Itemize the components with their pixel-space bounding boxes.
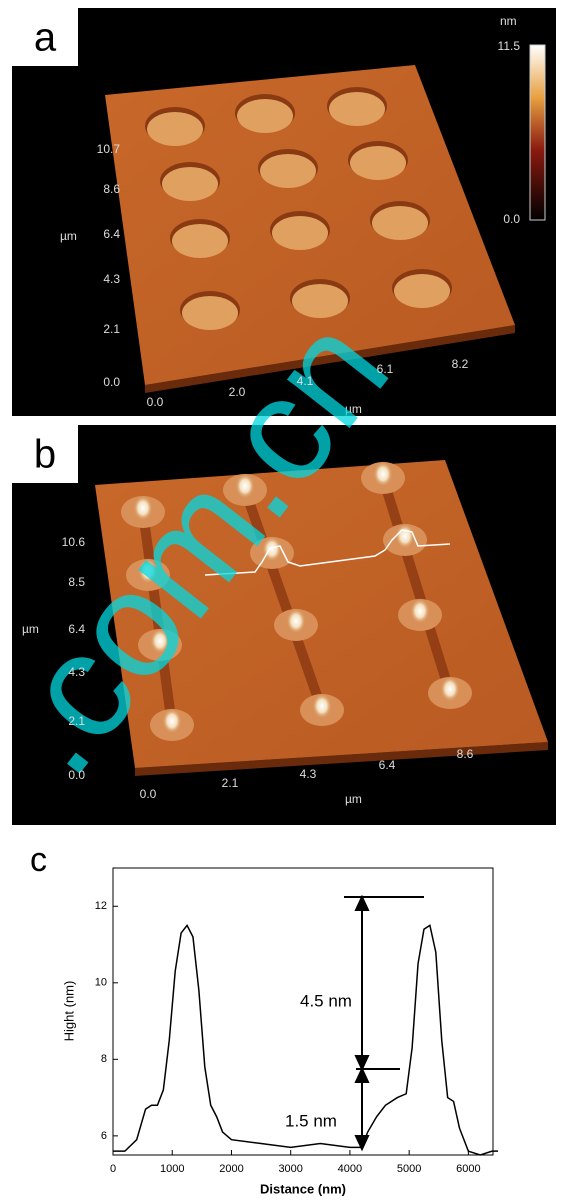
panel-label: b — [34, 433, 56, 477]
dot — [260, 154, 316, 188]
dot — [329, 92, 385, 126]
x-tick-label: 8.6 — [457, 747, 474, 761]
x-tick-label: 2000 — [219, 1163, 243, 1175]
panel-label: c — [30, 841, 47, 879]
x-tick-label: 5000 — [397, 1163, 421, 1175]
y-axis-title: Hight (nm) — [61, 981, 76, 1042]
dot — [394, 274, 450, 308]
x-tick-label: 4.1 — [297, 374, 314, 388]
x-tick-label: 2.0 — [229, 385, 246, 399]
x-tick-label: 6.1 — [377, 362, 394, 376]
dot — [162, 167, 218, 201]
y-tick-label: 2.1 — [68, 714, 85, 728]
dot — [147, 112, 203, 146]
y-tick-label: 10.6 — [62, 535, 86, 549]
annotation: 1.5 nm — [285, 1111, 337, 1130]
y-unit: µm — [60, 229, 77, 243]
colorbar-unit: nm — [500, 14, 517, 28]
peak — [395, 523, 415, 549]
y-tick-label: 8.6 — [103, 182, 120, 196]
x-tick-label: 0.0 — [140, 787, 157, 801]
peak — [286, 608, 306, 634]
x-axis-title: Distance (nm) — [260, 1181, 346, 1196]
x-tick-label: 4.3 — [300, 767, 317, 781]
dot — [182, 296, 238, 330]
figure: a nm 11.5 0.0 µm µm b µm µm .com.cn c 01… — [0, 0, 564, 1197]
dot — [237, 99, 293, 133]
peak — [312, 693, 332, 719]
y-tick-label: 4.3 — [68, 665, 85, 679]
x-tick-label: 6000 — [456, 1163, 480, 1175]
x-tick-label: 8.2 — [452, 357, 469, 371]
colorbar — [530, 45, 545, 220]
peak — [373, 461, 393, 487]
x-tick-label: 6.4 — [379, 758, 396, 772]
y-tick-label: 10 — [95, 977, 107, 989]
colorbar-min: 0.0 — [503, 212, 520, 226]
y-tick-label: 2.1 — [103, 322, 120, 336]
x-tick-label: 1000 — [160, 1163, 184, 1175]
y-tick-label: 0.0 — [68, 768, 85, 782]
panel-label: a — [34, 16, 57, 60]
y-tick-label: 4.3 — [103, 272, 120, 286]
dot — [350, 146, 406, 180]
x-tick-label: 4000 — [338, 1163, 362, 1175]
plot: 0 1000 2000 3000 4000 5000 6000 6 8 10 12 — [95, 900, 498, 1175]
x-tick-label: 0 — [110, 1163, 116, 1175]
annotation-arrows — [344, 897, 424, 1149]
y-tick-label: 0.0 — [103, 375, 120, 389]
dot — [172, 224, 228, 258]
x-tick-label: 2.1 — [222, 776, 239, 790]
x-unit: µm — [345, 792, 362, 806]
y-tick-label: 10.7 — [97, 142, 121, 156]
y-tick-label: 12 — [95, 900, 107, 912]
colorbar-max: 11.5 — [498, 39, 521, 53]
x-tick-label: 0.0 — [147, 395, 164, 409]
annotation: 4.5 nm — [300, 991, 352, 1010]
y-tick-label: 8.5 — [68, 575, 85, 589]
peak — [440, 676, 460, 702]
dot — [372, 206, 428, 240]
y-tick-label: 8 — [101, 1053, 107, 1065]
peak — [410, 598, 430, 624]
y-tick-label: 6 — [101, 1130, 107, 1142]
y-tick-label: 6.4 — [68, 622, 85, 636]
x-tick-label: 3000 — [278, 1163, 302, 1175]
dot — [272, 216, 328, 250]
y-tick-label: 6.4 — [103, 227, 120, 241]
